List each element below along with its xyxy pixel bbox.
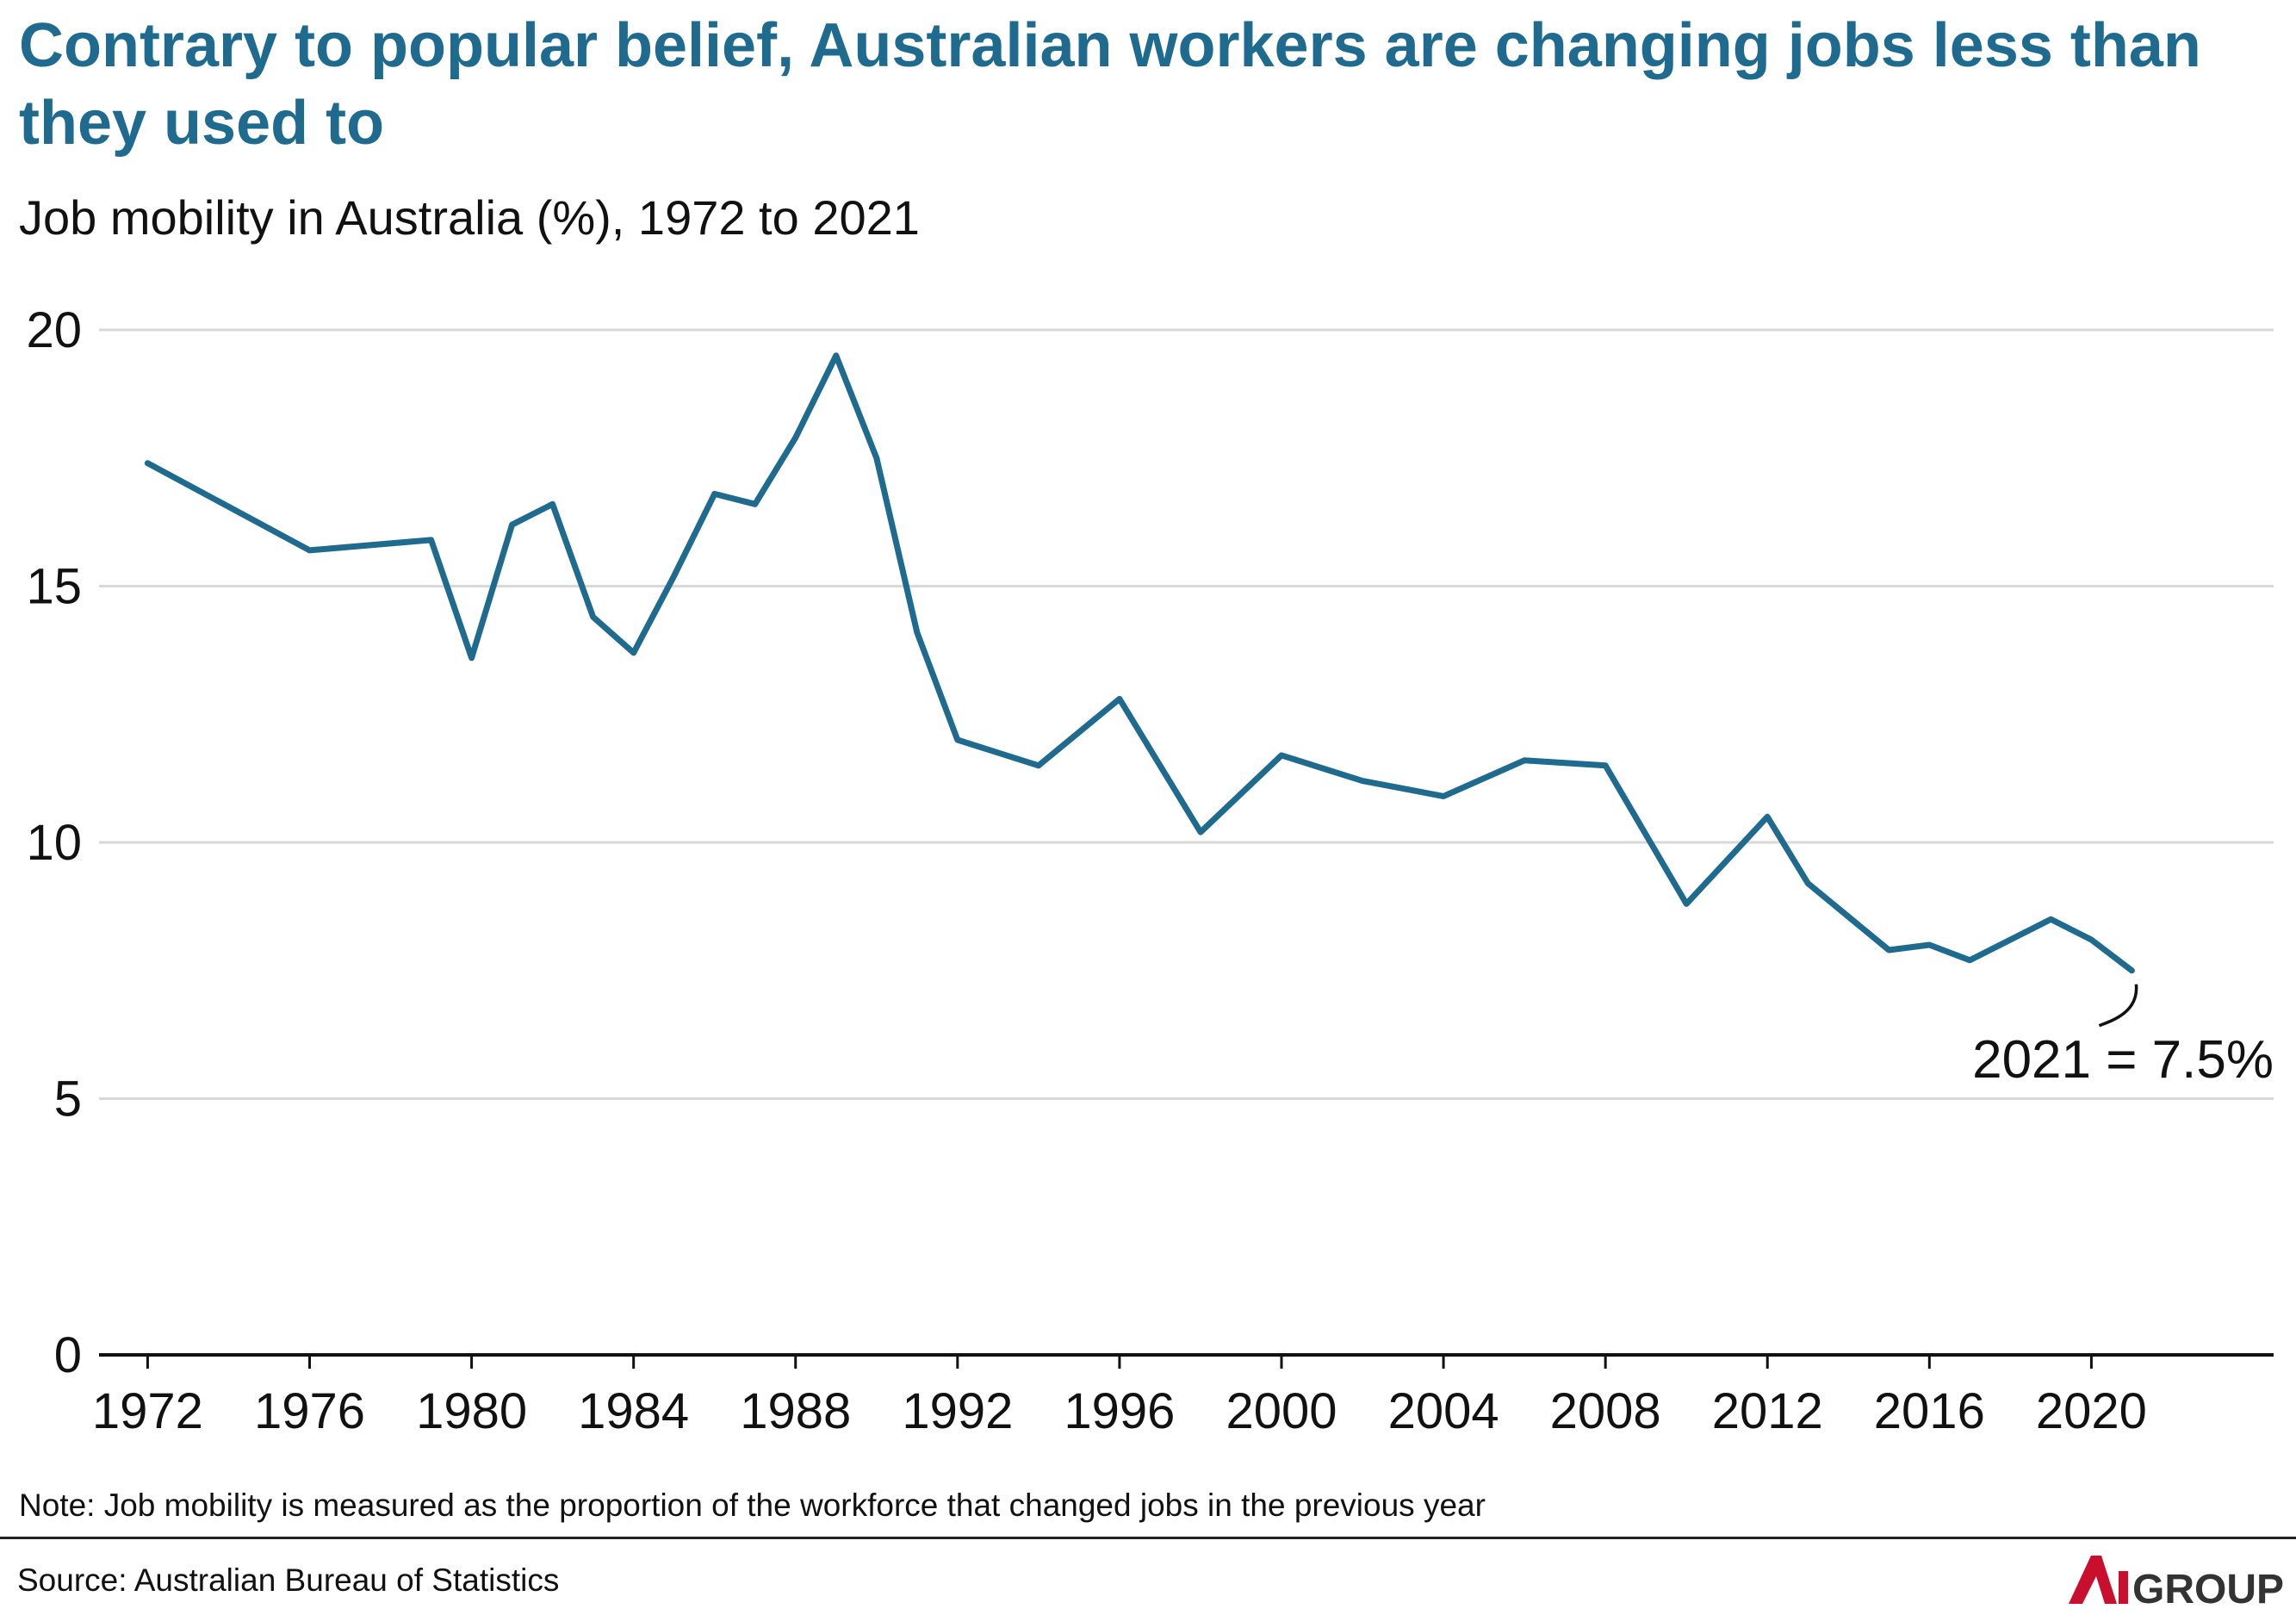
data-point [2048, 916, 2054, 922]
ai-group-logo: GROUP [2069, 1556, 2284, 1611]
data-point [1886, 947, 1892, 953]
chart-note: Note: Job mobility is measured as the pr… [19, 1488, 1486, 1523]
data-point [671, 573, 677, 579]
data-point [307, 547, 313, 553]
chart-source: Source: Australian Bureau of Statistics [17, 1562, 560, 1598]
data-point [1603, 762, 1609, 768]
data-point [1035, 762, 1041, 768]
data-point [792, 434, 798, 440]
x-tick-label: 2012 [1712, 1383, 1823, 1439]
gridlines [99, 328, 2274, 1100]
data-point [1684, 901, 1690, 907]
data-point [2129, 967, 2135, 973]
chart-subtitle: Job mobility in Australia (%), 1972 to 2… [19, 190, 920, 245]
data-point [873, 455, 879, 461]
x-tick-label: 2008 [1550, 1383, 1661, 1439]
series-line-0 [144, 352, 2135, 974]
data-point [1441, 793, 1447, 799]
y-tick-label: 10 [26, 815, 82, 871]
x-tick-label: 1988 [740, 1383, 851, 1439]
x-tick-label: 1972 [92, 1383, 203, 1439]
annotation-label: 2021 = 7.5% [1972, 1030, 2274, 1090]
x-tick-label: 2020 [2036, 1383, 2147, 1439]
y-axis-ticks: 0 5 10 15 20 [26, 302, 82, 1383]
data-point [428, 537, 434, 543]
x-tick-label: 2016 [1874, 1383, 1985, 1439]
data-point [1805, 880, 1811, 886]
footer-divider [0, 1537, 2296, 1539]
y-tick-label: 0 [54, 1327, 82, 1383]
logo-wordmark: GROUP [2132, 1567, 2284, 1611]
data-point [1765, 814, 1771, 820]
data-point [914, 630, 920, 636]
y-tick-label: 15 [26, 559, 82, 615]
data-point [711, 491, 717, 497]
data-point [1927, 942, 1933, 947]
data-point [1967, 957, 1973, 963]
data-point [752, 501, 758, 507]
x-tick-label: 2000 [1226, 1383, 1337, 1439]
data-point [954, 737, 960, 742]
chart-title: Contrary to popular belief, Australian w… [19, 11, 2201, 158]
annotation-layer: 2021 = 7.5% [1972, 984, 2274, 1090]
x-axis: 1972 1976 1980 1984 1988 1992 1996 2000 2004 2008… [92, 1353, 2274, 1439]
line-chart: 0 5 10 15 20 1972 1976 1980 1984 1988 1992 1996 200… [26, 302, 2274, 1439]
x-tick-label: 1984 [578, 1383, 689, 1439]
logo-a-mark [2069, 1556, 2117, 1604]
x-tick-label: 1976 [254, 1383, 365, 1439]
data-point [145, 460, 151, 466]
data-point [630, 649, 636, 655]
data-point [2088, 937, 2094, 943]
x-tick-label: 1992 [902, 1383, 1013, 1439]
y-tick-label: 5 [54, 1071, 82, 1127]
data-point [509, 522, 515, 528]
series-layer [144, 352, 2135, 974]
data-point [469, 655, 475, 661]
data-point [1278, 752, 1284, 758]
annotation-leader-line [2098, 984, 2138, 1028]
x-tick-label: 2004 [1388, 1383, 1499, 1439]
data-point [1360, 778, 1366, 784]
x-tick-label: 1980 [416, 1383, 527, 1439]
data-point [1522, 757, 1528, 763]
logo-i-mark [2119, 1571, 2128, 1604]
x-tick-label: 1996 [1064, 1383, 1175, 1439]
data-point [590, 614, 596, 620]
data-point [833, 352, 839, 358]
data-point [1197, 829, 1203, 835]
y-tick-label: 20 [26, 302, 82, 358]
data-point [1116, 696, 1122, 702]
data-point [549, 501, 555, 507]
